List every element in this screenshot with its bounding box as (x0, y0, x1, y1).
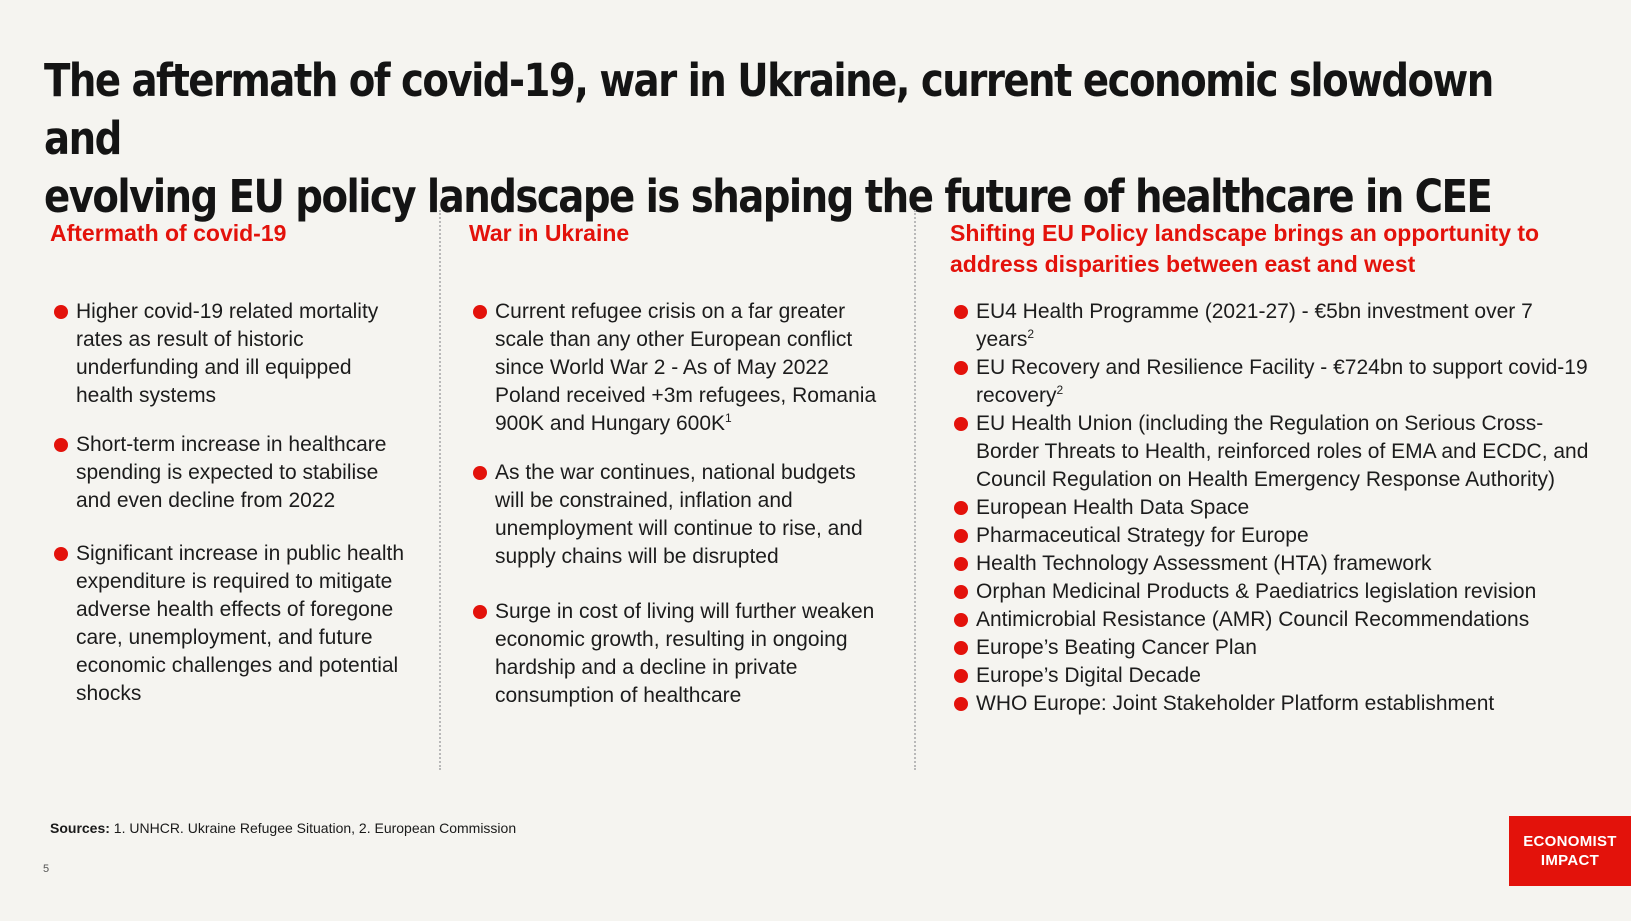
list-item: European Health Data Space (950, 494, 1590, 522)
red-dot-icon (954, 417, 968, 431)
title-line-1: The aftermath of covid-19, war in Ukrain… (44, 54, 1494, 165)
logo-line-1: ECONOMIST (1523, 833, 1617, 850)
column-heading: Shifting EU Policy landscape brings an o… (950, 220, 1540, 277)
bullet-text: Orphan Medicinal Products & Paediatrics … (976, 580, 1537, 603)
red-dot-icon (54, 438, 68, 452)
title-line-2: evolving EU policy landscape is shaping … (44, 170, 1493, 223)
column-eu-policy: Shifting EU Policy landscape brings an o… (950, 218, 1590, 718)
footnote-marker: 2 (1056, 383, 1064, 397)
red-dot-icon (54, 547, 68, 561)
list-item: Significant increase in public health ex… (50, 540, 410, 708)
column-covid: Aftermath of covid-19 Higher covid-19 re… (50, 218, 410, 729)
red-dot-icon (954, 641, 968, 655)
list-item: Europe’s Beating Cancer Plan (950, 634, 1590, 662)
economist-impact-logo: ECONOMIST IMPACT (1509, 816, 1631, 886)
red-dot-icon (954, 557, 968, 571)
bullet-list: EU4 Health Programme (2021-27) - €5bn in… (950, 298, 1590, 718)
sources-text: 1. UNHCR. Ukraine Refugee Situation, 2. … (109, 820, 517, 836)
bullet-text: European Health Data Space (976, 496, 1250, 519)
list-item: WHO Europe: Joint Stakeholder Platform e… (950, 690, 1590, 718)
logo-line-2: IMPACT (1540, 852, 1600, 869)
red-dot-icon (473, 305, 487, 319)
red-dot-icon (54, 305, 68, 319)
bullet-text: Europe’s Beating Cancer Plan (976, 636, 1257, 659)
bullet-list: Higher covid-19 related mortality rates … (50, 298, 410, 708)
list-item: EU4 Health Programme (2021-27) - €5bn in… (950, 298, 1590, 354)
list-item: Orphan Medicinal Products & Paediatrics … (950, 578, 1590, 606)
list-item: Health Technology Assessment (HTA) frame… (950, 550, 1590, 578)
bullet-text: Significant increase in public health ex… (76, 542, 405, 705)
list-item: Antimicrobial Resistance (AMR) Council R… (950, 606, 1590, 634)
column-ukraine: War in Ukraine Current refugee crisis on… (469, 218, 889, 731)
red-dot-icon (954, 361, 968, 375)
bullet-text: Europe’s Digital Decade (976, 664, 1201, 687)
bullet-text: EU Recovery and Resilience Facility - €7… (976, 356, 1588, 407)
bullet-text: As the war continues, national budgets w… (495, 461, 863, 568)
red-dot-icon (954, 613, 968, 627)
column-divider-1 (439, 210, 441, 770)
sources-label: Sources: (50, 820, 110, 836)
sources-note: Sources: 1. UNHCR. Ukraine Refugee Situa… (50, 820, 516, 836)
bullet-text: Pharmaceutical Strategy for Europe (976, 524, 1309, 547)
bullet-text: Health Technology Assessment (HTA) frame… (976, 552, 1432, 575)
footnote-marker: 2 (1027, 327, 1035, 341)
list-item: Short-term increase in healthcare spendi… (50, 431, 410, 515)
list-item: As the war continues, national budgets w… (469, 459, 889, 571)
list-item: EU Health Union (including the Regulatio… (950, 410, 1590, 494)
bullet-text: Surge in cost of living will further wea… (495, 600, 875, 707)
red-dot-icon (954, 501, 968, 515)
bullet-text: Higher covid-19 related mortality rates … (76, 300, 379, 407)
red-dot-icon (954, 529, 968, 543)
bullet-text: EU4 Health Programme (2021-27) - €5bn in… (976, 300, 1533, 351)
list-item: Pharmaceutical Strategy for Europe (950, 522, 1590, 550)
footnote-marker: 1 (725, 411, 732, 425)
column-heading: War in Ukraine (469, 220, 630, 246)
red-dot-icon (473, 605, 487, 619)
red-dot-icon (954, 585, 968, 599)
bullet-text: EU Health Union (including the Regulatio… (976, 412, 1589, 491)
bullet-text: Current refugee crisis on a far greater … (495, 300, 877, 435)
bullet-text: Antimicrobial Resistance (AMR) Council R… (976, 608, 1530, 631)
list-item: Current refugee crisis on a far greater … (469, 298, 889, 438)
red-dot-icon (954, 697, 968, 711)
list-item: EU Recovery and Resilience Facility - €7… (950, 354, 1590, 410)
list-item: Higher covid-19 related mortality rates … (50, 298, 410, 410)
red-dot-icon (954, 669, 968, 683)
bullet-list: Current refugee crisis on a far greater … (469, 298, 889, 710)
red-dot-icon (954, 305, 968, 319)
list-item: Surge in cost of living will further wea… (469, 598, 889, 710)
page-number: 5 (43, 863, 50, 875)
slide-title: The aftermath of covid-19, war in Ukrain… (44, 52, 1540, 226)
bullet-text: Short-term increase in healthcare spendi… (76, 433, 387, 512)
list-item: Europe’s Digital Decade (950, 662, 1590, 690)
red-dot-icon (473, 466, 487, 480)
column-heading: Aftermath of covid-19 (50, 220, 287, 246)
bullet-text: WHO Europe: Joint Stakeholder Platform e… (976, 692, 1495, 715)
column-divider-2 (914, 210, 916, 770)
